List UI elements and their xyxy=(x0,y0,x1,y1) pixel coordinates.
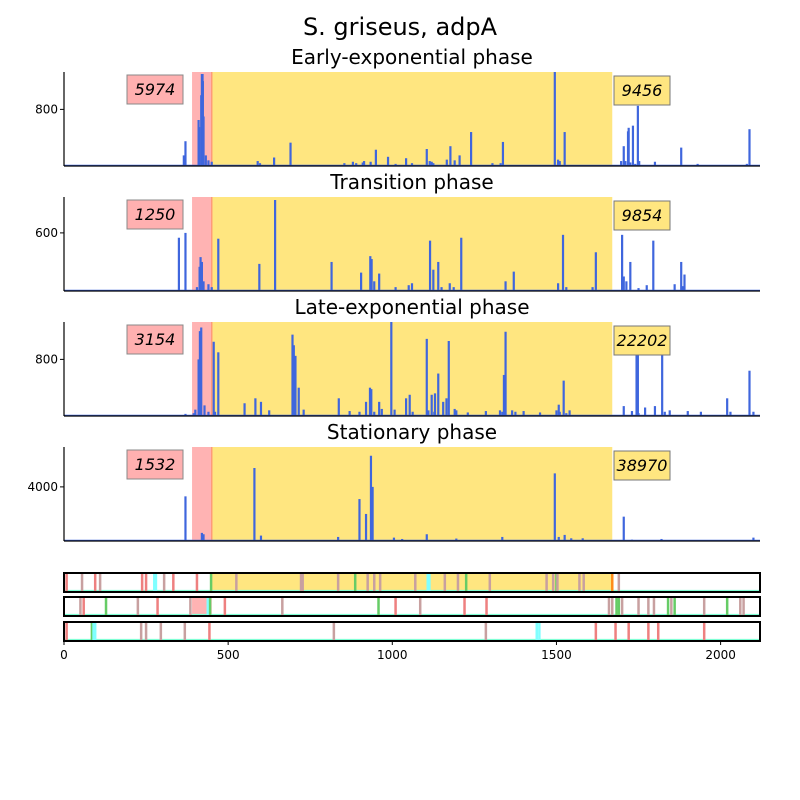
yellow-region xyxy=(211,322,613,416)
y-tick-label: 800 xyxy=(35,102,58,116)
right-count-frame xyxy=(613,75,671,106)
x-axis-ticks: 0 500 1000 1500 2000 xyxy=(60,641,736,662)
panel-title: Transition phase xyxy=(329,170,493,194)
right-count-box: 22202 xyxy=(613,325,671,356)
right-count: 9456 xyxy=(622,81,663,100)
left-count-box: 5974 xyxy=(126,74,184,105)
right-count-frame xyxy=(613,200,671,231)
track-2 xyxy=(63,596,761,617)
x-tick-label: 2000 xyxy=(705,648,736,662)
yellow-region xyxy=(211,72,613,166)
x-tick-label: 1000 xyxy=(377,648,408,662)
left-count: 3154 xyxy=(135,330,176,349)
right-count: 9854 xyxy=(622,206,663,225)
panel-4: Stationary phase 4000 1532 38970 xyxy=(27,420,760,542)
panel-3: Late-exponential phase 800 3154 22202 xyxy=(35,295,760,417)
y-tick-label: 4000 xyxy=(27,480,58,494)
right-count-box: 9456 xyxy=(613,75,671,106)
left-count: 1532 xyxy=(135,455,176,474)
track-1 xyxy=(63,572,761,593)
yellow-region xyxy=(211,197,613,291)
track-frame xyxy=(63,621,761,642)
right-count-box: 38970 xyxy=(613,450,671,481)
left-count-frame xyxy=(126,449,184,480)
left-count-frame xyxy=(126,324,184,355)
right-count-box: 9854 xyxy=(613,200,671,231)
left-count-box: 1250 xyxy=(126,199,184,230)
left-count-frame xyxy=(126,74,184,105)
red-region xyxy=(192,197,212,291)
left-count: 5974 xyxy=(135,80,176,99)
figure-title: S. griseus, adpA xyxy=(303,13,498,41)
right-count-frame xyxy=(613,450,671,481)
right-count: 38970 xyxy=(617,456,668,475)
left-count-frame xyxy=(126,199,184,230)
right-count-frame xyxy=(613,325,671,356)
right-count: 22202 xyxy=(617,331,668,350)
panel-1: Early-exponential phase 800 5974 9456 xyxy=(35,45,760,167)
left-count-box: 3154 xyxy=(126,324,184,355)
red-region xyxy=(192,447,212,541)
track-frame xyxy=(63,596,761,617)
x-tick-label: 0 xyxy=(60,648,68,662)
annotation-tracks: 0 500 1000 1500 2000 xyxy=(60,572,761,662)
y-tick-label: 800 xyxy=(35,352,58,366)
track-yellow-region xyxy=(211,573,613,592)
y-tick-label: 600 xyxy=(35,226,58,240)
panel-title: Stationary phase xyxy=(327,420,497,444)
panel-title: Late-exponential phase xyxy=(294,295,529,319)
left-count: 1250 xyxy=(135,205,176,224)
panel-title: Early-exponential phase xyxy=(291,45,533,69)
left-count-box: 1532 xyxy=(126,449,184,480)
x-tick-label: 1500 xyxy=(541,648,572,662)
panel-2: Transition phase 600 1250 9854 xyxy=(35,170,760,292)
yellow-region xyxy=(211,447,613,541)
track-frame xyxy=(63,572,761,593)
track-3 xyxy=(63,621,761,642)
x-tick-label: 500 xyxy=(217,648,240,662)
phase-panels: Early-exponential phase 800 5974 9456 Transi… xyxy=(27,45,760,542)
